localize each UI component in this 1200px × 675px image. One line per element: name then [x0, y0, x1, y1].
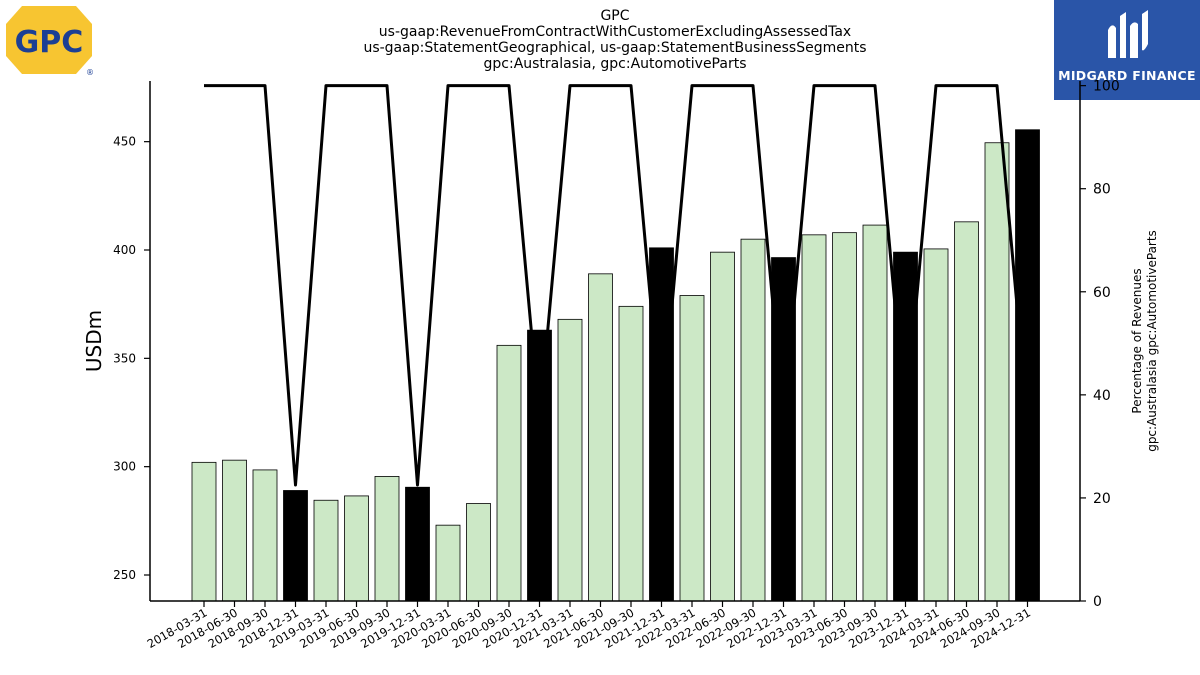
- gpc-logo-octagon: [6, 6, 92, 74]
- bar-quarter: [344, 495, 369, 602]
- bar-annual: [649, 247, 674, 602]
- bar-quarter: [252, 469, 278, 602]
- bar-quarter: [191, 461, 217, 602]
- bar-quarter: [954, 221, 979, 602]
- line-layer: [204, 84, 1029, 487]
- bar-annual: [1015, 129, 1040, 602]
- bar-quarter: [588, 273, 613, 602]
- bar-quarter: [466, 503, 491, 602]
- gpc-logo-text: GPC: [15, 25, 84, 60]
- registered-mark: ®: [86, 68, 94, 76]
- gpc-logo: GPC ®: [4, 4, 94, 77]
- bar-quarter: [862, 224, 888, 602]
- y2-tick-label: 60: [1093, 285, 1111, 301]
- bar-quarter: [832, 232, 857, 602]
- chart-subtitle-members: gpc:Australasia, gpc:AutomotiveParts: [483, 56, 747, 72]
- bar-annual: [527, 329, 552, 602]
- bar-quarter: [710, 251, 735, 602]
- bar-quarter: [618, 305, 644, 602]
- bar-quarter: [222, 459, 247, 602]
- chart-subtitle-concept: us-gaap:RevenueFromContractWithCustomerE…: [378, 24, 852, 40]
- bar-quarter: [801, 234, 827, 602]
- right-axis-ticks: 0 20 40 60 80 100: [1080, 79, 1120, 610]
- chart-subtitle-axes: us-gaap:StatementGeographical, us-gaap:S…: [363, 40, 867, 56]
- midgard-logo-mark: [1108, 10, 1148, 58]
- y-tick-label: 300: [113, 460, 136, 474]
- bar-quarter: [984, 142, 1010, 602]
- bar-quarter: [374, 476, 400, 602]
- midgard-logo-text: MIDGARD FINANCE: [1058, 68, 1196, 83]
- bar-quarter: [435, 524, 461, 602]
- bar-annual: [283, 490, 308, 602]
- percentage-line: [204, 84, 1029, 487]
- chart-title: GPC: [600, 8, 630, 24]
- y-axis-label: USDm: [82, 310, 106, 372]
- y2-tick-label: 100: [1093, 79, 1120, 95]
- axes-layer: [149, 81, 1081, 602]
- bar-annual: [893, 251, 918, 602]
- bar-quarter: [496, 344, 522, 602]
- y2-axis-label-line1: Percentage of Revenues: [1130, 268, 1144, 413]
- bar-quarter: [923, 248, 949, 602]
- y2-tick-label: 40: [1093, 388, 1111, 404]
- bar-annual: [771, 257, 796, 602]
- midgard-finance-logo: MIDGARD FINANCE: [1054, 0, 1200, 100]
- bar-annual: [405, 486, 430, 602]
- y2-tick-label: 0: [1093, 594, 1102, 610]
- x-axis-ticks: 2018-03-312018-06-302018-09-302018-12-31…: [145, 601, 1033, 651]
- bars-layer: [191, 129, 1040, 602]
- bar-quarter: [313, 499, 339, 602]
- y-tick-label: 450: [113, 135, 136, 149]
- y2-tick-label: 20: [1093, 491, 1111, 507]
- left-axis-ticks: 250 300 350 400 450: [113, 135, 150, 582]
- bar-quarter: [557, 318, 583, 602]
- bar-quarter: [679, 295, 705, 602]
- y-tick-label: 250: [113, 568, 136, 582]
- y-tick-label: 350: [113, 351, 136, 365]
- y2-tick-label: 80: [1093, 182, 1111, 198]
- y2-axis-label-line2: gpc:Australasia gpc:AutomotiveParts: [1145, 230, 1159, 452]
- bar-quarter: [740, 238, 766, 602]
- y-tick-label: 400: [113, 243, 136, 257]
